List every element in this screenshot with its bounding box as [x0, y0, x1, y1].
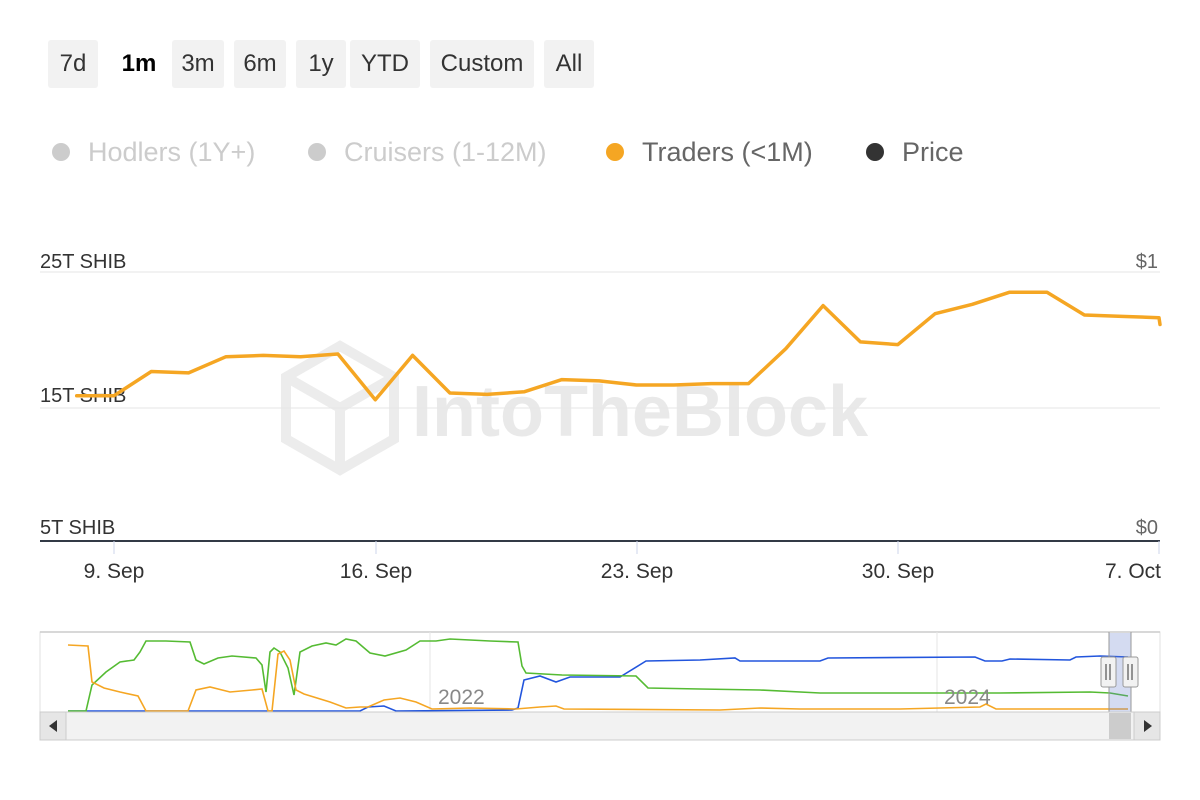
- range-button-ytd[interactable]: YTD: [350, 40, 420, 88]
- y-tick-label-5t: 5T SHIB: [40, 517, 115, 539]
- y-tick-label-25t: 25T SHIB: [40, 251, 126, 273]
- x-tick-label-23-sep: 23. Sep: [601, 560, 673, 583]
- scrollbar-thumb[interactable]: [1109, 713, 1131, 739]
- y-axis-right: $1 $0: [1136, 251, 1158, 539]
- range-button-1m[interactable]: 1m: [108, 40, 170, 88]
- legend-label-cruisers: Cruisers (1-12M): [344, 136, 547, 167]
- navigator-series: [67, 638, 1129, 712]
- legend-dot-cruisers: [308, 143, 326, 161]
- traders-series-line: [74, 290, 1162, 402]
- scrollbar-track[interactable]: [39, 711, 1161, 741]
- range-button-all[interactable]: All: [544, 40, 594, 88]
- range-button-3m[interactable]: 3m: [172, 40, 224, 88]
- x-tick-label-7-oct: 7. Oct: [1105, 560, 1161, 583]
- range-button-custom[interactable]: Custom: [430, 40, 534, 88]
- handle-right-body[interactable]: [1122, 656, 1139, 688]
- scroll-left-arrow-icon: [49, 720, 57, 732]
- navigator-series-hodlers: [68, 655, 1129, 712]
- legend-item-cruisers[interactable]: Cruisers (1-12M): [308, 132, 547, 172]
- navigator-series-traders: [67, 644, 1128, 712]
- x-axis: 9. Sep 16. Sep 23. Sep 30. Sep 7. Oct: [84, 541, 1161, 583]
- navigator-handle-left[interactable]: [1100, 656, 1117, 688]
- legend-dot-price: [866, 143, 884, 161]
- range-button-6m[interactable]: 6m: [234, 40, 286, 88]
- x-tick-label-30-sep: 30. Sep: [862, 560, 934, 583]
- navigator-handle-right[interactable]: [1122, 656, 1139, 688]
- navigator-selected-range[interactable]: [1109, 633, 1131, 712]
- scrollbar: [39, 711, 1161, 741]
- legend-dot-hodlers: [52, 143, 70, 161]
- legend-label-hodlers: Hodlers (1Y+): [88, 136, 256, 167]
- legend-label-traders: Traders (<1M): [642, 136, 813, 167]
- legend-dot-traders: [606, 143, 624, 161]
- range-button-7d[interactable]: 7d: [48, 40, 98, 88]
- legend-label-price: Price: [902, 136, 964, 167]
- x-tick-label-9-sep: 9. Sep: [84, 560, 145, 583]
- scroll-right-arrow-icon: [1144, 720, 1152, 732]
- y-right-tick-label-1: $1: [1136, 251, 1158, 273]
- x-tick-label-16-sep: 16. Sep: [340, 560, 412, 583]
- navigator-year-label-2022: 2022: [438, 686, 485, 709]
- series-layer: [74, 290, 1162, 402]
- navigator-year-label-2024: 2024: [944, 686, 991, 709]
- y-right-tick-label-0: $0: [1136, 517, 1158, 539]
- legend-item-hodlers[interactable]: Hodlers (1Y+): [52, 132, 255, 172]
- range-button-1y[interactable]: 1y: [296, 40, 346, 88]
- navigator-background: [39, 631, 1161, 713]
- legend-item-price[interactable]: Price: [866, 132, 964, 172]
- navigator: 2022 2024: [39, 631, 1161, 713]
- navigator-series-cruisers: [68, 638, 1129, 712]
- grid-lines: [40, 271, 1160, 409]
- legend-item-traders[interactable]: Traders (<1M): [606, 132, 813, 172]
- y-axis-left: 25T SHIB 15T SHIB 5T SHIB: [40, 251, 126, 539]
- handle-left-body[interactable]: [1100, 656, 1117, 688]
